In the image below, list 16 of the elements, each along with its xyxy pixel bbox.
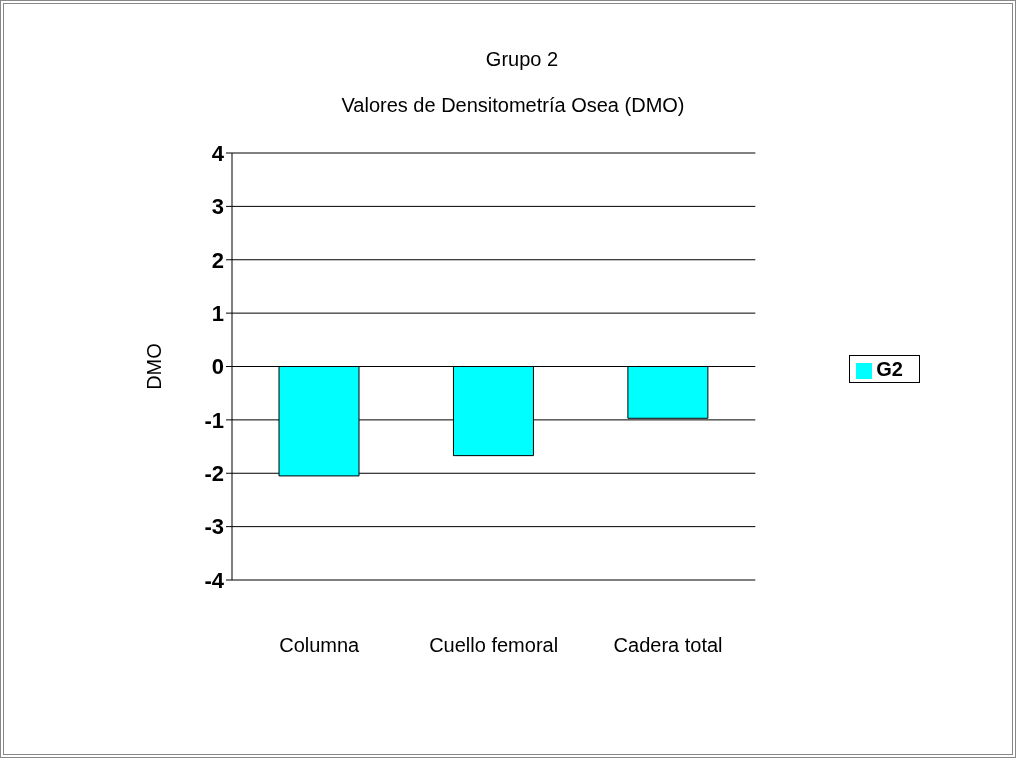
x-tick-label: Cadera total (613, 634, 723, 657)
y-tick-label: 2 (211, 247, 224, 273)
chart-subtitle: Valores de Densitometría Osea (DMO) (340, 94, 686, 117)
x-tick-label: Columna (279, 634, 361, 657)
y-tick-label: -4 (204, 567, 225, 593)
chart-title: Grupo 2 (484, 48, 560, 71)
y-tick-label: -3 (204, 514, 224, 540)
x-tick-label: Cuello femoral (429, 634, 559, 657)
y-tick-label: 0 (211, 354, 224, 380)
y-tick-label: -2 (204, 461, 224, 487)
y-tick-label: 4 (211, 140, 225, 166)
legend-label: G2 (876, 358, 903, 380)
y-axis-title: DMO (143, 343, 166, 390)
y-tick-label: 1 (211, 300, 224, 326)
y-tick-label: 3 (211, 194, 224, 220)
y-tick-label: -1 (204, 407, 224, 433)
